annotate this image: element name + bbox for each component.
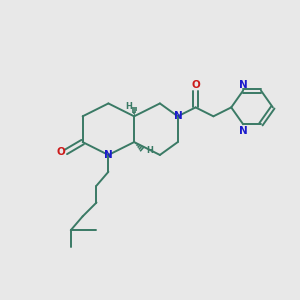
Text: N: N xyxy=(174,111,183,121)
Text: N: N xyxy=(239,126,248,136)
Text: O: O xyxy=(56,147,65,157)
Text: N: N xyxy=(239,80,248,90)
Text: O: O xyxy=(191,80,200,90)
Text: H: H xyxy=(125,102,132,111)
Text: H: H xyxy=(147,146,153,155)
Text: N: N xyxy=(104,150,113,160)
